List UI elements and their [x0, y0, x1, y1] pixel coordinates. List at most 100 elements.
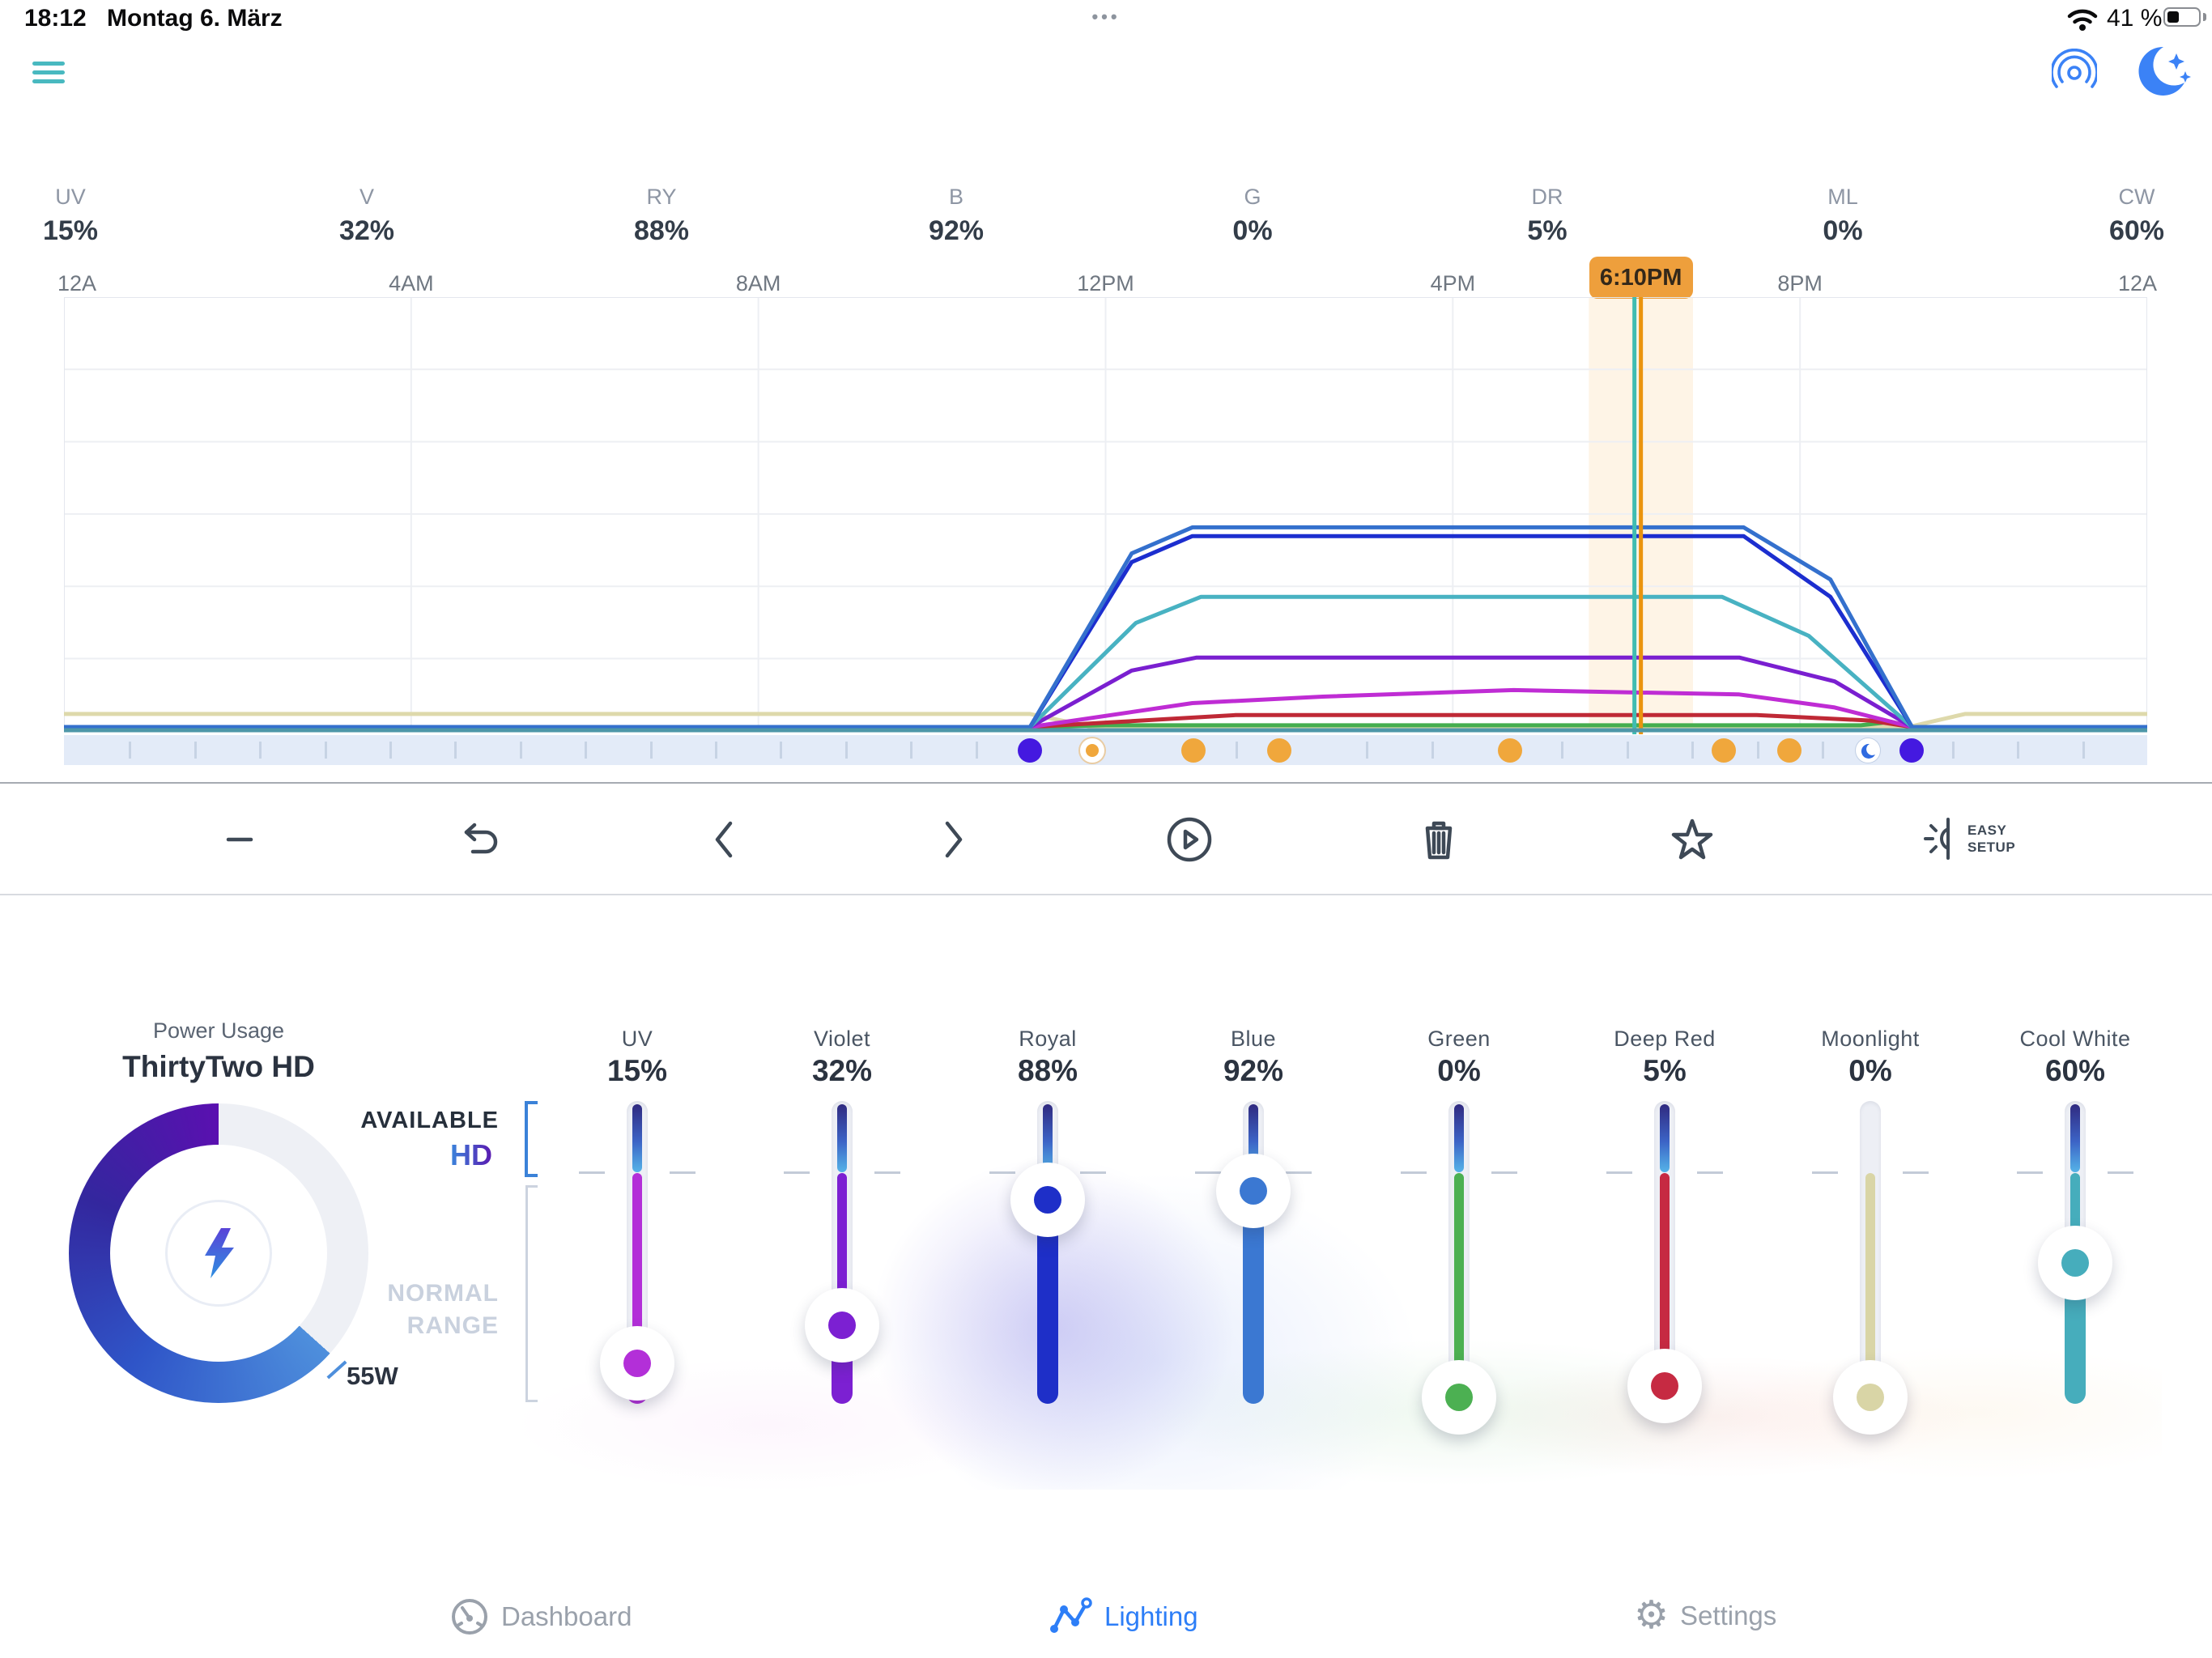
easy-setup-label-2: SETUP [1967, 840, 2016, 855]
keyframe-tick [2017, 742, 2020, 759]
svg-text:HD: HD [450, 1138, 492, 1171]
hd-overdrive-segment [1043, 1104, 1053, 1172]
available-hd-label: AVAILABLE HD [360, 1107, 499, 1171]
menu-button[interactable] [32, 62, 65, 84]
nav-lighting[interactable]: Lighting [1049, 1596, 1198, 1637]
power-usage-title: Power Usage [152, 1018, 285, 1043]
keyframe-tick [910, 742, 913, 759]
lighting-chart-icon [1050, 1597, 1092, 1633]
channel-header-CW: CW 60% [2108, 185, 2165, 246]
time-axis-label: 12PM [1077, 271, 1134, 295]
keyframe-dot-orange[interactable] [1777, 738, 1802, 763]
normal-range-label: NORMAL RANGE [387, 1280, 499, 1339]
slider-thumb[interactable] [600, 1326, 674, 1401]
keyframe-tick [454, 742, 457, 759]
keyframe-tick [129, 742, 132, 759]
slider-value: 92% [1223, 1054, 1284, 1087]
hd-logo: HD [400, 1138, 492, 1171]
hd-overdrive-segment [1454, 1104, 1464, 1172]
slider-thumb[interactable] [1010, 1163, 1085, 1238]
series-blue [64, 525, 2147, 729]
dashboard-gauge-icon [452, 1599, 487, 1635]
keyframe-dot-moon[interactable] [1855, 738, 1880, 763]
schedule-chart[interactable] [64, 297, 2147, 735]
wattage-label: 55W [347, 1362, 398, 1390]
keyframe-tick [649, 742, 653, 759]
hd-range-bracket [525, 1101, 528, 1177]
keyframe-dot-orange[interactable] [1266, 738, 1291, 763]
slider-thumb[interactable] [1422, 1360, 1496, 1435]
next-button[interactable] [928, 814, 980, 865]
screen-share-icon[interactable] [2052, 49, 2097, 94]
slider-thumb[interactable] [2038, 1225, 2112, 1300]
slider-cool-white[interactable]: Cool White 60% [1994, 1004, 2156, 1457]
status-date: Montag 6. März [107, 5, 283, 32]
slider-value: 0% [1848, 1054, 1892, 1087]
delete-button[interactable] [1413, 814, 1465, 865]
previous-button[interactable] [698, 814, 750, 865]
slider-royal[interactable]: Royal 88% [967, 1004, 1129, 1457]
slider-moonlight[interactable]: Moonlight 0% [1789, 1004, 1951, 1457]
slider-thumb[interactable] [805, 1288, 879, 1363]
keyframe-tick [1561, 742, 1564, 759]
easy-setup-sun-icon [1924, 818, 1950, 860]
battery-icon [2163, 7, 2201, 27]
toolbar-divider-bottom [0, 894, 2212, 895]
keyframe-tick [1431, 742, 1434, 759]
night-mode-moon-icon[interactable] [2134, 44, 2193, 99]
slider-blue[interactable]: Blue 92% [1172, 1004, 1334, 1457]
channel-header-B: B 92% [928, 185, 985, 246]
time-axis-label: 4PM [1430, 271, 1476, 295]
slider-violet[interactable]: Violet 32% [761, 1004, 923, 1457]
easy-setup-label-1: EASY [1967, 823, 2007, 838]
keyframe-tick [1951, 742, 1955, 759]
keyframe-tick [1366, 742, 1369, 759]
keyframe-dot-indigo[interactable] [1899, 738, 1925, 763]
keyframe-dot-orange[interactable] [1711, 738, 1736, 763]
slider-label: Deep Red [1614, 1027, 1716, 1051]
keyframe-dot-indigo[interactable] [1018, 738, 1043, 763]
slider-uv[interactable]: UV 15% [556, 1004, 718, 1457]
keyframe-tick [844, 742, 848, 759]
time-axis-label: 8PM [1777, 271, 1823, 295]
keyframe-dot-orange[interactable] [1180, 738, 1206, 763]
channel-header-V: V 32% [338, 185, 395, 246]
slider-thumb[interactable] [1216, 1154, 1291, 1229]
keyframe-tick [519, 742, 522, 759]
undo-button[interactable] [453, 814, 505, 865]
keyframe-strip[interactable] [64, 735, 2147, 765]
toolbar-divider-top [0, 782, 2212, 784]
slider-thumb[interactable] [1627, 1349, 1702, 1424]
slider-label: Royal [1019, 1027, 1077, 1051]
slider-deep-red[interactable]: Deep Red 5% [1584, 1004, 1746, 1457]
series-violet [64, 655, 2147, 729]
play-preview-button[interactable] [1163, 814, 1215, 865]
settings-gear-icon: ⚙ [1634, 1594, 1670, 1637]
keyframe-dot-orange[interactable] [1498, 738, 1523, 763]
favorite-star-button[interactable] [1666, 814, 1718, 865]
slider-thumb[interactable] [1833, 1360, 1908, 1435]
slider-label: Blue [1230, 1027, 1277, 1051]
channel-header-G: G 0% [1232, 185, 1273, 246]
nav-dashboard[interactable]: Dashboard [449, 1596, 632, 1637]
power-usage-block: Power Usage ThirtyTwo HD [69, 1018, 368, 1084]
remove-point-button[interactable] [214, 814, 266, 865]
slider-value: 5% [1643, 1054, 1687, 1087]
gauge-tick [326, 1360, 347, 1380]
lightning-bolt-icon [205, 1228, 234, 1278]
keyframe-tick [2082, 742, 2085, 759]
nav-settings[interactable]: ⚙ Settings [1634, 1594, 1777, 1637]
series-cool-white [64, 594, 2147, 729]
keyframe-dot-orange-ring[interactable] [1080, 738, 1105, 763]
battery-nub [2203, 13, 2206, 21]
keyframe-tick [389, 742, 393, 759]
slider-green[interactable]: Green 0% [1378, 1004, 1540, 1457]
keyframe-tick [975, 742, 978, 759]
easy-setup-button[interactable]: EASY SETUP [1921, 816, 2015, 861]
series-uv [64, 687, 2147, 729]
keyframe-tick [1756, 742, 1759, 759]
channel-header-RY: RY 88% [633, 185, 690, 246]
normal-range-bracket [525, 1185, 528, 1402]
time-cursor-badge[interactable]: 6:10PM [1589, 257, 1693, 299]
time-axis-label: 12A [57, 271, 97, 295]
